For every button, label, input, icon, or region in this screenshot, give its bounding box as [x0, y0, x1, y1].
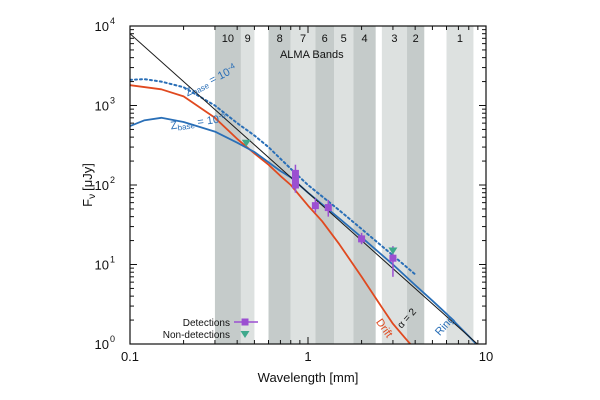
series-line-0	[130, 84, 412, 344]
z-subscript: base	[177, 121, 196, 132]
alma-band-6	[315, 26, 335, 344]
non-detection-point	[241, 139, 251, 147]
alma-band-label: 10	[222, 33, 234, 45]
alma-band-label-layer: 10 9 8 7 6 5 4 3 2 1	[222, 33, 463, 45]
alma-bands-title: ALMA Bands	[280, 49, 344, 61]
x-axis-label: Wavelength [mm]	[258, 370, 359, 385]
y-tick-base: 10	[95, 178, 109, 193]
legend-label: Detections	[183, 318, 230, 329]
series-line-2	[130, 78, 417, 276]
alma-band-label: 8	[277, 33, 283, 45]
z-equals: = 10	[194, 114, 220, 129]
alma-band-5	[334, 26, 354, 344]
alma-band-2	[407, 26, 425, 344]
y-tick-base: 10	[95, 337, 109, 352]
y-tick-base: 10	[95, 258, 109, 273]
marker-layer	[241, 139, 398, 277]
alma-band-label: 9	[245, 33, 251, 45]
y-axis-label: Fν [μJy]	[80, 163, 98, 207]
alma-band-8	[268, 26, 291, 344]
y-tick-exponent: 3	[110, 96, 115, 106]
alma-band-label: 2	[413, 33, 419, 45]
alma-band-10	[214, 26, 241, 344]
y-tick-label: 10 1	[95, 255, 115, 273]
alma-band-label: 5	[341, 33, 347, 45]
y-tick-label: 10 4	[95, 16, 115, 34]
detection-point	[389, 254, 397, 262]
x-tick-label: 0.1	[121, 349, 139, 364]
y-tick-label: 10 2	[95, 175, 115, 193]
y-label-sub: ν	[87, 194, 98, 199]
y-tick-label: 10 0	[95, 334, 115, 352]
y-label-unit: [μJy]	[80, 163, 95, 191]
alma-band-label: 1	[457, 33, 463, 45]
detection-point	[311, 202, 319, 210]
alma-band-label: 4	[361, 33, 367, 45]
y-tick-label: 10 3	[95, 96, 115, 114]
y-tick-exponent: 0	[110, 334, 115, 344]
alma-band-label: 3	[391, 33, 397, 45]
alma-band-4	[353, 26, 376, 344]
legend-non-detection-marker	[240, 331, 250, 338]
alma-band-3	[381, 26, 408, 344]
non-detection-point	[388, 247, 398, 255]
curve-layer	[130, 33, 479, 344]
alma-band-1	[446, 26, 474, 344]
detection-point	[291, 181, 299, 189]
alma-band-layer	[214, 26, 474, 344]
y-tick-exponent: 4	[110, 16, 115, 26]
y-label-main: F	[80, 199, 95, 207]
y-tick-exponent: 2	[110, 175, 115, 185]
y-axis-label-text: Fν [μJy]	[80, 163, 98, 207]
z-symbol: Z	[183, 85, 195, 99]
y-tick-base: 10	[95, 19, 109, 34]
x-tick-label: 1	[304, 349, 311, 364]
z-symbol: Z	[170, 120, 179, 133]
alma-band-9	[240, 26, 255, 344]
x-tick-label: 10	[479, 349, 493, 364]
detection-point	[358, 235, 366, 243]
y-tick-base: 10	[95, 99, 109, 114]
z-exponent: -6	[218, 111, 227, 121]
series-line-3	[130, 33, 479, 344]
alma-band-label: 6	[322, 33, 328, 45]
y-tick-exponent: 1	[110, 255, 115, 265]
z-exponent: -4	[226, 61, 237, 72]
legend-detection-marker	[241, 318, 249, 326]
alma-band-label: 7	[300, 33, 306, 45]
zbase-1e-6-label: Zbase = 10-6	[169, 111, 227, 134]
legend-label: Non-detections	[163, 330, 230, 341]
detection-point	[324, 204, 332, 212]
